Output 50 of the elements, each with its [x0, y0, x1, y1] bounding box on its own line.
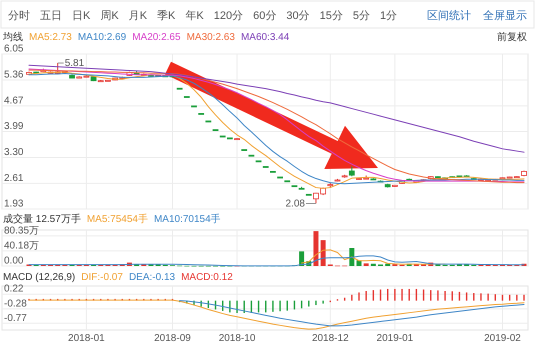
- x-tick-label: 2019-02: [484, 333, 522, 344]
- text: 五日: [40, 10, 62, 22]
- y-tick-label: 1.93: [4, 198, 24, 210]
- x-tick-label: 2018-10: [218, 333, 256, 344]
- text: MA10:70154手: [154, 213, 221, 225]
- y-tick-label: -0.77: [4, 312, 28, 324]
- text: 区间统计: [427, 9, 471, 22]
- chart-title: 成交量 12.57万手: [3, 213, 81, 225]
- text: 30分: [286, 10, 310, 22]
- text: 月K: [128, 10, 148, 22]
- text: 季K: [157, 9, 176, 22]
- x-tick-label: 2018-12: [312, 333, 350, 344]
- text: 周K: [100, 10, 120, 22]
- text: 日K: [72, 10, 91, 22]
- y-tick-label: 40.18万: [4, 240, 40, 252]
- text: MA20:2.65: [132, 32, 181, 43]
- y-tick-label: -0.28: [4, 298, 28, 310]
- text: 年K: [185, 10, 204, 22]
- text: 分时: [8, 9, 30, 22]
- text: 15分: [320, 10, 343, 22]
- chart-title: MACD (12,26,9): [3, 272, 76, 283]
- text: MA10:2.69: [78, 32, 127, 43]
- series-label: MACD:0.12: [181, 272, 234, 283]
- y-tick-label: 0.00: [4, 256, 24, 266]
- text: MA30:2.63: [186, 32, 236, 43]
- series-label: DIF:-0.07: [81, 272, 124, 283]
- y-tick-label: 0.22: [4, 284, 24, 295]
- text: MA60:3.44: [240, 32, 290, 43]
- text: 120分: [214, 10, 244, 22]
- x-tick-label: 2018-09: [154, 333, 192, 344]
- y-tick-label: 3.30: [4, 146, 24, 158]
- y-tick-label: 6.05: [4, 44, 24, 54]
- y-tick-label: 3.99: [4, 121, 24, 132]
- x-tick-label: 2018-01: [68, 333, 106, 344]
- x-tick-label: 2019-01: [376, 333, 414, 344]
- legend-title: 均线: [2, 31, 23, 43]
- y-tick-label: 4.67: [4, 95, 24, 106]
- y-tick-label: 5.36: [4, 69, 24, 80]
- text: 5分: [352, 10, 370, 22]
- series-label: DEA:-0.13: [128, 272, 176, 283]
- text: 60分: [253, 10, 276, 22]
- y-tick-label: 2.61: [4, 172, 24, 184]
- text: 全屏显示: [483, 10, 527, 22]
- text: 1分: [380, 10, 398, 22]
- text: 前复权: [497, 31, 527, 43]
- text: MA5:75454手: [86, 213, 148, 225]
- y-tick-label: 80.35万: [4, 225, 40, 236]
- annotation: 2.08: [285, 198, 306, 210]
- annotation: 5.81: [64, 58, 85, 70]
- text: MA5:2.73: [29, 32, 72, 43]
